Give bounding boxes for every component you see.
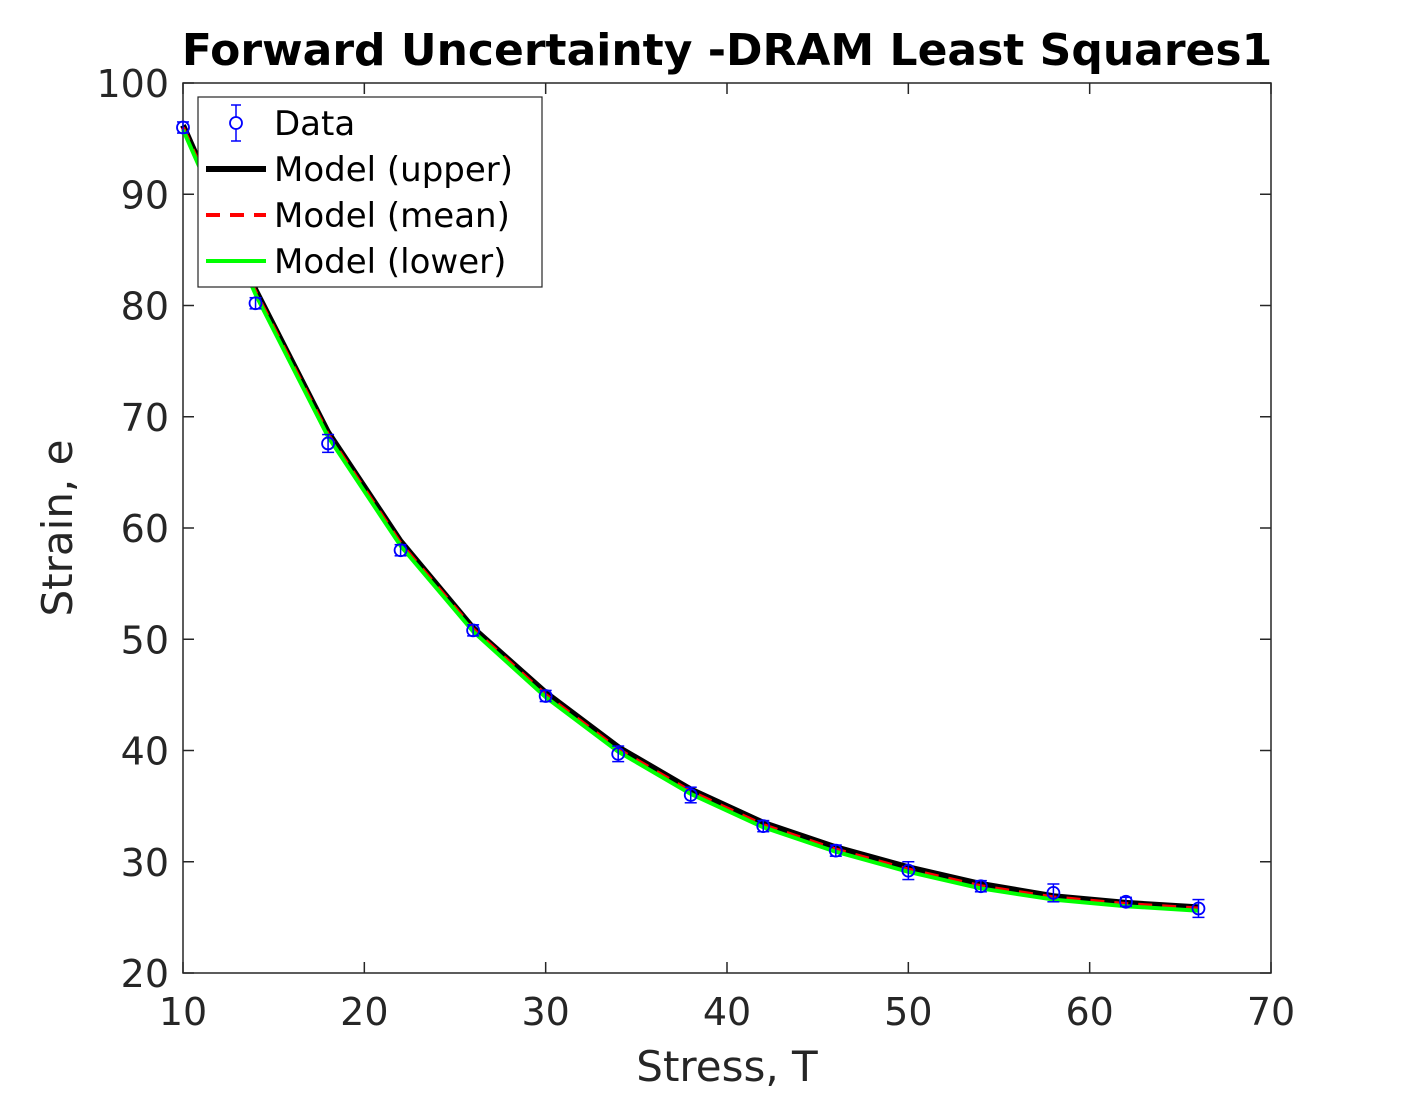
x-tick-label: 10: [159, 990, 207, 1034]
data-marker: [683, 788, 698, 802]
data-point: [611, 745, 626, 763]
data-marker: [538, 689, 553, 703]
data-point: [756, 819, 771, 834]
series-layer: [176, 120, 1206, 919]
y-tick-label: 40: [121, 730, 169, 774]
data-point: [538, 689, 553, 703]
y-tick-label: 80: [121, 285, 169, 329]
data-marker: [321, 436, 335, 451]
y-tick-label: 30: [121, 841, 169, 885]
data-point: [828, 843, 843, 858]
data-marker: [611, 746, 626, 761]
data-marker: [248, 296, 263, 311]
data-point: [321, 433, 335, 454]
legend-box: [197, 96, 543, 288]
y-tick-label: 100: [96, 62, 169, 106]
y-tick-label: 70: [121, 396, 169, 440]
data-marker: [828, 843, 843, 858]
data-point: [466, 623, 481, 638]
data-point: [248, 296, 263, 311]
x-tick-label: 50: [884, 990, 932, 1034]
legend-label: Model (upper): [274, 150, 513, 190]
x-tick-label: 60: [1065, 990, 1113, 1034]
data-point: [683, 786, 698, 804]
data-marker: [393, 543, 408, 558]
data-marker: [901, 863, 916, 878]
data-marker: [1119, 894, 1133, 909]
x-axis-label: Stress, T: [636, 1042, 818, 1091]
data-marker: [466, 623, 481, 638]
data-marker: [756, 819, 771, 834]
data-point: [973, 879, 988, 894]
data-point: [901, 861, 916, 881]
y-axis-label: Strain, e: [33, 440, 82, 617]
data-marker: [973, 879, 988, 894]
data-point: [393, 543, 408, 558]
x-tick-label: 20: [340, 990, 388, 1034]
chart-title: Forward Uncertainty -DRAM Least Squares1: [182, 25, 1272, 76]
data-marker: [1046, 886, 1061, 900]
data-point: [1191, 898, 1206, 919]
y-tick-label: 60: [121, 507, 169, 551]
legend: Data Model (upper) Model (mean) Model (lowe…: [197, 96, 543, 288]
x-tick-label: 30: [521, 990, 569, 1034]
data-point: [1119, 894, 1133, 909]
legend-label: Model (lower): [274, 242, 506, 282]
y-tick-label: 50: [121, 618, 169, 662]
legend-label: Model (mean): [274, 196, 510, 236]
x-tick-label: 40: [703, 990, 751, 1034]
legend-label: Data: [274, 104, 355, 144]
data-point: [1046, 883, 1061, 903]
data-marker: [176, 120, 190, 135]
x-tick-label: 70: [1247, 990, 1295, 1034]
series-line-model-mean: [181, 126, 1199, 911]
legend-marker: [229, 116, 243, 130]
data-point: [176, 120, 190, 135]
data-marker: [1191, 901, 1206, 916]
y-tick-label: 90: [121, 173, 169, 217]
y-tick-label: 20: [121, 952, 169, 996]
